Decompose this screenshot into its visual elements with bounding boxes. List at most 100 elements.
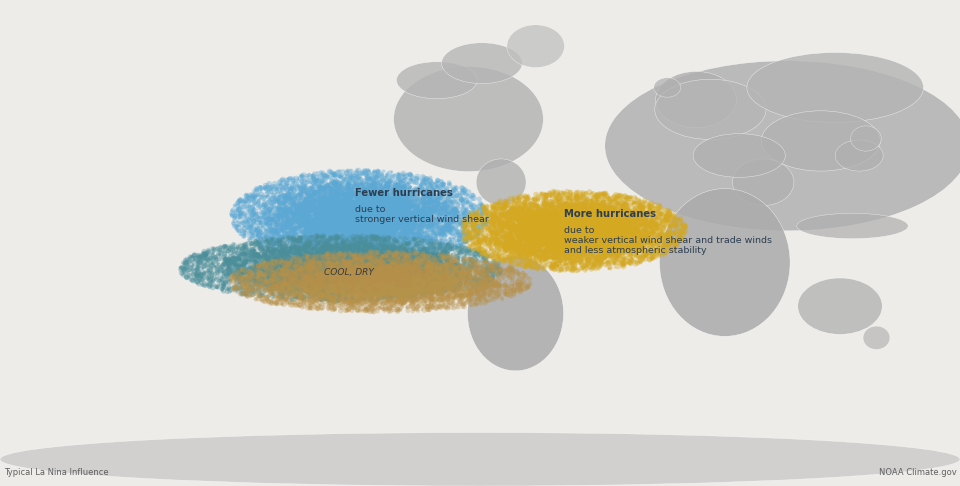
Point bbox=[368, 209, 383, 217]
Point bbox=[405, 267, 420, 275]
Point bbox=[394, 283, 409, 291]
Point bbox=[226, 245, 241, 253]
Point bbox=[351, 287, 367, 295]
Point bbox=[250, 231, 265, 239]
Point bbox=[516, 228, 531, 236]
Point bbox=[391, 216, 406, 224]
Point bbox=[268, 255, 283, 262]
Point bbox=[526, 210, 541, 218]
Point bbox=[284, 263, 300, 271]
Point bbox=[288, 235, 303, 243]
Point bbox=[376, 202, 392, 209]
Point bbox=[407, 203, 422, 211]
Point bbox=[256, 265, 272, 273]
Point bbox=[448, 192, 464, 200]
Point bbox=[260, 243, 276, 251]
Point bbox=[377, 222, 393, 229]
Point bbox=[335, 257, 350, 265]
Point bbox=[420, 258, 435, 265]
Point bbox=[315, 276, 330, 284]
Point bbox=[425, 189, 441, 196]
Point bbox=[581, 237, 596, 244]
Point bbox=[510, 226, 525, 233]
Point bbox=[642, 239, 658, 247]
Point bbox=[377, 272, 393, 279]
Point bbox=[378, 220, 394, 228]
Point bbox=[611, 217, 626, 225]
Point bbox=[324, 221, 340, 228]
Point bbox=[323, 204, 338, 211]
Point bbox=[339, 254, 354, 262]
Point bbox=[589, 257, 605, 264]
Point bbox=[476, 259, 492, 266]
Point bbox=[606, 222, 621, 230]
Point bbox=[467, 206, 482, 213]
Point bbox=[349, 293, 365, 300]
Point bbox=[283, 276, 299, 283]
Point bbox=[519, 236, 535, 244]
Point bbox=[384, 240, 399, 248]
Point bbox=[538, 240, 553, 247]
Point bbox=[564, 266, 579, 274]
Point bbox=[340, 269, 355, 277]
Point bbox=[365, 275, 380, 283]
Point bbox=[335, 231, 350, 239]
Point bbox=[372, 203, 387, 211]
Point bbox=[373, 282, 389, 290]
Point bbox=[350, 203, 366, 210]
Point bbox=[247, 187, 262, 195]
Point bbox=[520, 259, 536, 266]
Point bbox=[563, 245, 578, 253]
Point bbox=[315, 275, 330, 283]
Point bbox=[568, 260, 584, 267]
Point bbox=[355, 241, 371, 248]
Point bbox=[282, 248, 298, 256]
Point bbox=[564, 227, 579, 235]
Point bbox=[362, 270, 377, 278]
Point bbox=[254, 283, 270, 291]
Point bbox=[365, 175, 380, 183]
Point bbox=[333, 276, 348, 284]
Point bbox=[338, 282, 353, 290]
Point bbox=[275, 292, 290, 299]
Point bbox=[373, 232, 389, 240]
Point bbox=[324, 269, 339, 277]
Point bbox=[533, 208, 548, 216]
Point bbox=[298, 181, 313, 189]
Point bbox=[256, 191, 272, 199]
Point bbox=[600, 244, 615, 252]
Point bbox=[340, 258, 355, 265]
Point bbox=[339, 266, 354, 274]
Point bbox=[627, 213, 642, 221]
Point bbox=[340, 248, 355, 256]
Point bbox=[458, 213, 473, 221]
Point bbox=[571, 226, 587, 234]
Point bbox=[251, 253, 266, 260]
Point bbox=[389, 214, 404, 222]
Point bbox=[433, 217, 448, 225]
Point bbox=[327, 264, 343, 272]
Point bbox=[338, 277, 353, 285]
Point bbox=[278, 262, 294, 270]
Point bbox=[456, 255, 471, 262]
Point bbox=[376, 241, 392, 249]
Point bbox=[600, 231, 615, 239]
Point bbox=[328, 274, 344, 281]
Point bbox=[324, 196, 340, 204]
Point bbox=[575, 224, 590, 231]
Point bbox=[616, 228, 632, 236]
Point bbox=[428, 245, 444, 253]
Point bbox=[528, 228, 543, 236]
Point bbox=[456, 257, 471, 265]
Point bbox=[324, 243, 339, 250]
Point bbox=[571, 232, 587, 240]
Point bbox=[386, 276, 401, 283]
Point bbox=[374, 227, 390, 235]
Point bbox=[409, 262, 424, 270]
Point bbox=[387, 192, 402, 200]
Point bbox=[267, 213, 282, 221]
Point bbox=[405, 222, 420, 230]
Point bbox=[319, 294, 334, 301]
Point bbox=[342, 258, 357, 265]
Point bbox=[345, 182, 360, 190]
